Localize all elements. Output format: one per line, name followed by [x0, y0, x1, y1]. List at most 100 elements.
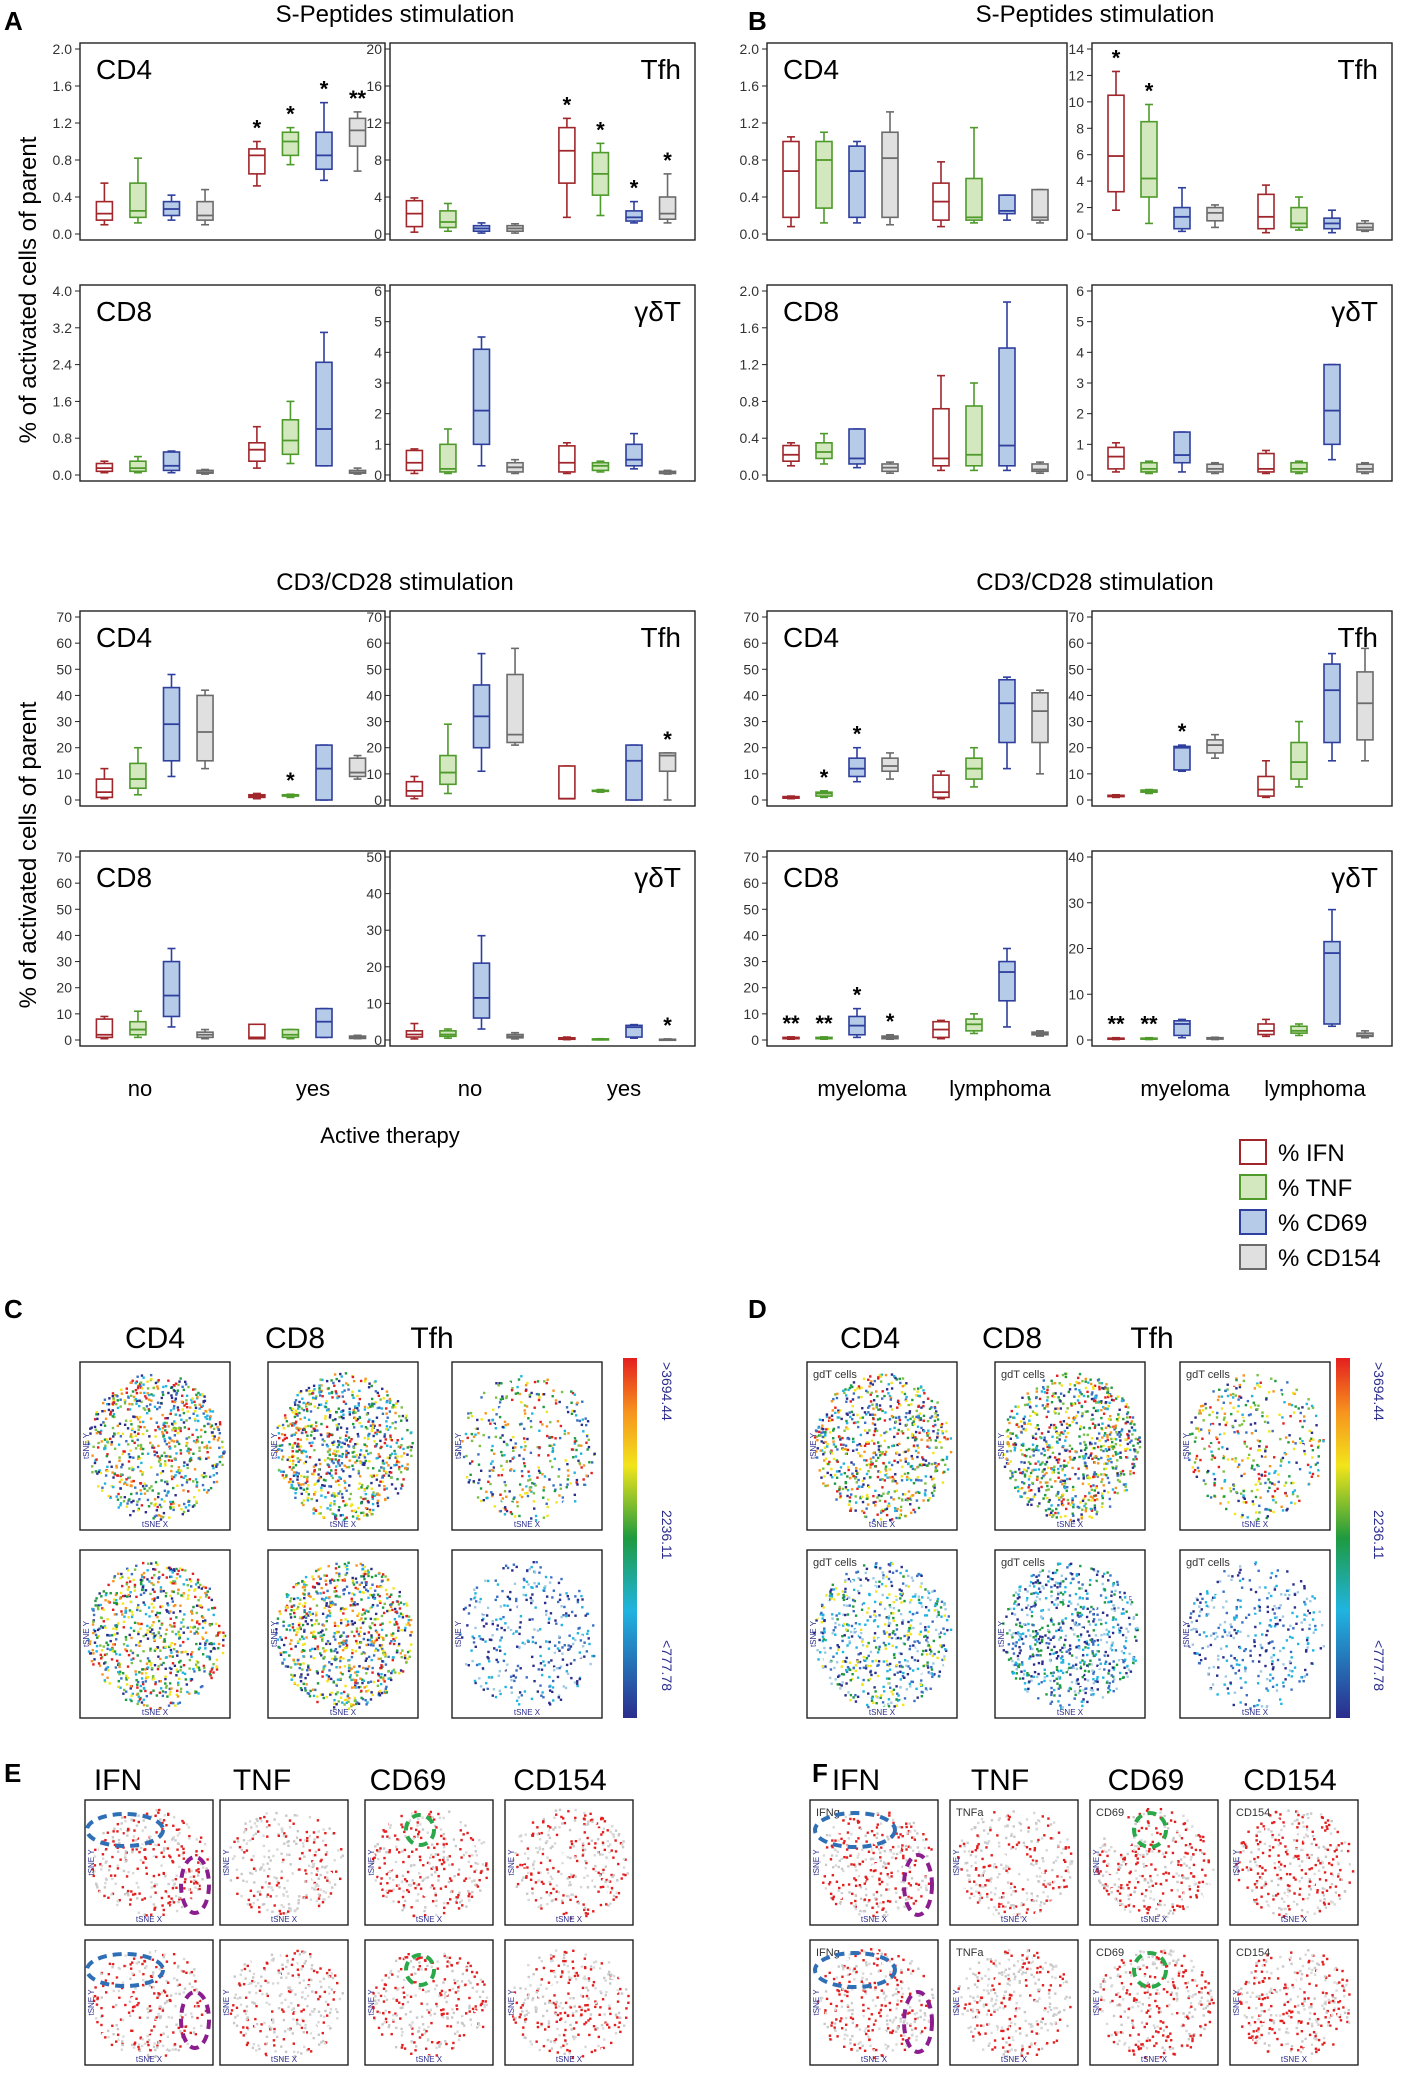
- tsne-point: [545, 1595, 549, 1598]
- tsne-point: [525, 1676, 528, 1679]
- tsne-point: [501, 1397, 505, 1400]
- tsne-point: [342, 1413, 345, 1416]
- tsne-point: [352, 1678, 355, 1681]
- tsne-point: [298, 1622, 301, 1625]
- tsne-point: [127, 1499, 130, 1502]
- significance-star: *: [286, 768, 295, 793]
- tsne-point: [459, 1446, 462, 1449]
- tsne-point: [321, 1639, 324, 1642]
- box-body: [1290, 741, 1308, 780]
- tsne-point: [332, 1440, 336, 1443]
- tsne-point: [524, 1383, 528, 1387]
- tsne-point: [314, 1421, 318, 1424]
- tsne-point: [319, 1390, 323, 1393]
- tsne-point: [529, 1451, 533, 1455]
- tsne-point: [569, 1478, 572, 1481]
- tsne-point: [351, 1609, 354, 1613]
- tsne-point: [126, 1665, 130, 1668]
- tsne-point: [569, 1482, 572, 1485]
- tsne-point: [132, 1629, 136, 1633]
- tsne-point: [352, 1396, 355, 1399]
- tsne-point: [542, 1493, 546, 1497]
- tsne-point: [320, 1422, 323, 1426]
- tsne-point: [474, 1433, 477, 1436]
- tsne-point: [127, 1476, 130, 1480]
- tsne-point: [518, 1454, 521, 1457]
- tsne-point: [129, 1381, 132, 1385]
- box-ifn: [782, 795, 800, 800]
- tsne-point: [348, 1497, 351, 1501]
- tsne-point: [549, 1612, 553, 1615]
- box-tnf: [129, 157, 147, 224]
- tsne-point: [94, 1604, 97, 1607]
- tsne-point: [173, 1643, 177, 1646]
- tsne-point: [474, 1645, 477, 1649]
- tsne-point: [588, 1642, 591, 1646]
- tsne-point: [370, 1575, 374, 1579]
- tsne-point: [304, 1402, 308, 1405]
- tsne-point: [171, 1600, 175, 1603]
- tsne-point: [526, 1491, 529, 1495]
- tsne-point: [553, 1649, 556, 1652]
- tsne-point: [398, 1465, 401, 1469]
- tsne-point: [387, 1474, 391, 1477]
- tsne-point: [363, 1463, 366, 1467]
- tsne-point: [96, 1412, 100, 1416]
- tsne-point: [398, 1446, 402, 1449]
- tsne-point: [208, 1408, 211, 1411]
- tsne-point: [183, 1426, 187, 1429]
- tsne-point: [186, 1410, 189, 1413]
- tsne-point: [351, 1648, 354, 1652]
- tsne-point: [306, 1692, 310, 1695]
- tsne-point: [518, 1626, 522, 1629]
- tsne-point: [346, 1620, 350, 1623]
- tsne-point: [547, 1640, 550, 1644]
- tsne-point: [284, 1475, 288, 1479]
- tsne-point: [111, 1409, 114, 1412]
- tsne-point: [321, 1484, 324, 1487]
- tsne-point: [153, 1663, 157, 1667]
- tsne-point: [510, 1502, 514, 1505]
- tsne-point: [311, 1575, 314, 1578]
- tsne-point: [210, 1431, 214, 1434]
- tsne-point: [537, 1582, 541, 1585]
- tsne-point: [112, 1627, 115, 1630]
- tsne-point: [181, 1385, 184, 1389]
- tsne-point: [366, 1485, 370, 1488]
- e-col-title-cd69: CD69: [370, 1764, 447, 1797]
- tsne-point: [547, 1461, 551, 1464]
- tsne-point: [286, 1458, 289, 1462]
- tsne-point: [313, 1622, 317, 1626]
- tsne-point: [382, 1469, 386, 1473]
- tsne-point: [127, 1653, 131, 1657]
- tsne-point: [374, 1380, 377, 1383]
- tsne-point: [367, 1655, 371, 1659]
- tsne-point: [170, 1575, 173, 1578]
- tsne-point: [507, 1665, 511, 1668]
- tsne-point: [212, 1642, 216, 1646]
- tsne-point: [485, 1681, 488, 1685]
- tsne-point: [347, 1561, 350, 1564]
- tsne-point: [141, 1473, 144, 1476]
- tsne-point: [579, 1618, 583, 1622]
- tsne-point: [177, 1466, 181, 1469]
- tsne-point: [536, 1385, 539, 1388]
- y-tick-label: 40: [743, 927, 759, 943]
- box-cd154: **: [348, 86, 367, 172]
- tsne-point: [174, 1632, 178, 1636]
- tsne-point: [325, 1574, 328, 1577]
- tsne-point: [141, 1585, 145, 1589]
- tsne-point: [366, 1437, 370, 1441]
- tsne-point: [164, 1682, 167, 1685]
- tsne-point: [538, 1628, 542, 1631]
- tsne-point: [201, 1685, 204, 1688]
- tsne-point: [164, 1384, 168, 1388]
- tsne-point: [560, 1623, 563, 1627]
- tsne-point: [130, 1694, 133, 1697]
- tsne-point: [113, 1432, 116, 1435]
- tsne-point: [145, 1397, 148, 1400]
- tsne-point: [136, 1686, 139, 1689]
- tsne-point: [312, 1465, 316, 1468]
- tsne-point: [381, 1476, 384, 1479]
